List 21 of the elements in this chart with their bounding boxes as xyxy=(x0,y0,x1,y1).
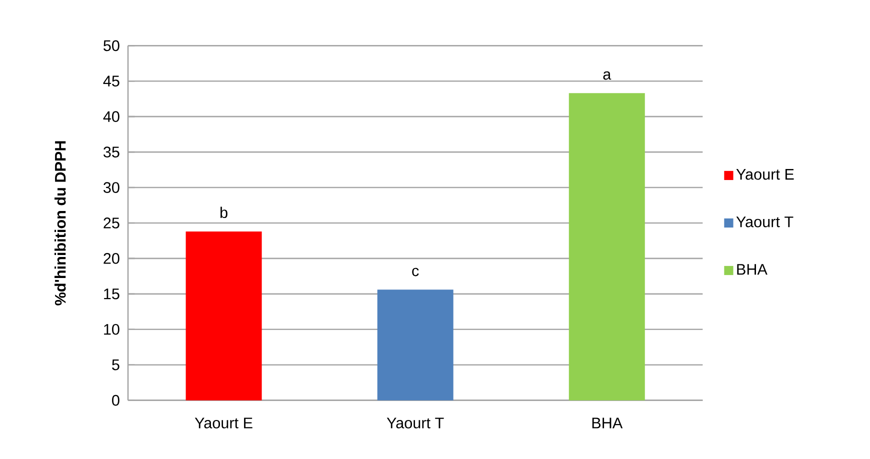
y-tick-label: 50 xyxy=(104,40,120,52)
y-tick-label: 30 xyxy=(103,182,120,193)
x-tick-label: Yaourt T xyxy=(386,418,444,428)
x-tick-label: Yaourt E xyxy=(194,418,252,428)
y-tick-label: 5 xyxy=(112,360,120,370)
y-tick-label: 15 xyxy=(104,288,120,300)
y-axis-title: %d'hinibition du DPPH xyxy=(54,141,66,306)
y-tick-label: 40 xyxy=(103,111,120,122)
y-tick-label: 45 xyxy=(103,76,120,86)
legend-label: BHA xyxy=(737,264,768,275)
annotation: c xyxy=(412,268,419,276)
y-tick-label: 20 xyxy=(104,253,120,264)
y-tick-label: 10 xyxy=(104,324,120,335)
y-tick-label: 25 xyxy=(104,218,120,228)
legend-label: Yaourt E xyxy=(736,169,794,180)
annotation: b xyxy=(220,206,228,218)
y-tick-label: 35 xyxy=(103,146,120,158)
legend-label: Yaourt T xyxy=(736,216,794,228)
annotation: a xyxy=(603,71,612,80)
y-tick-label: 0 xyxy=(112,394,120,406)
x-tick-label: BHA xyxy=(592,418,623,428)
